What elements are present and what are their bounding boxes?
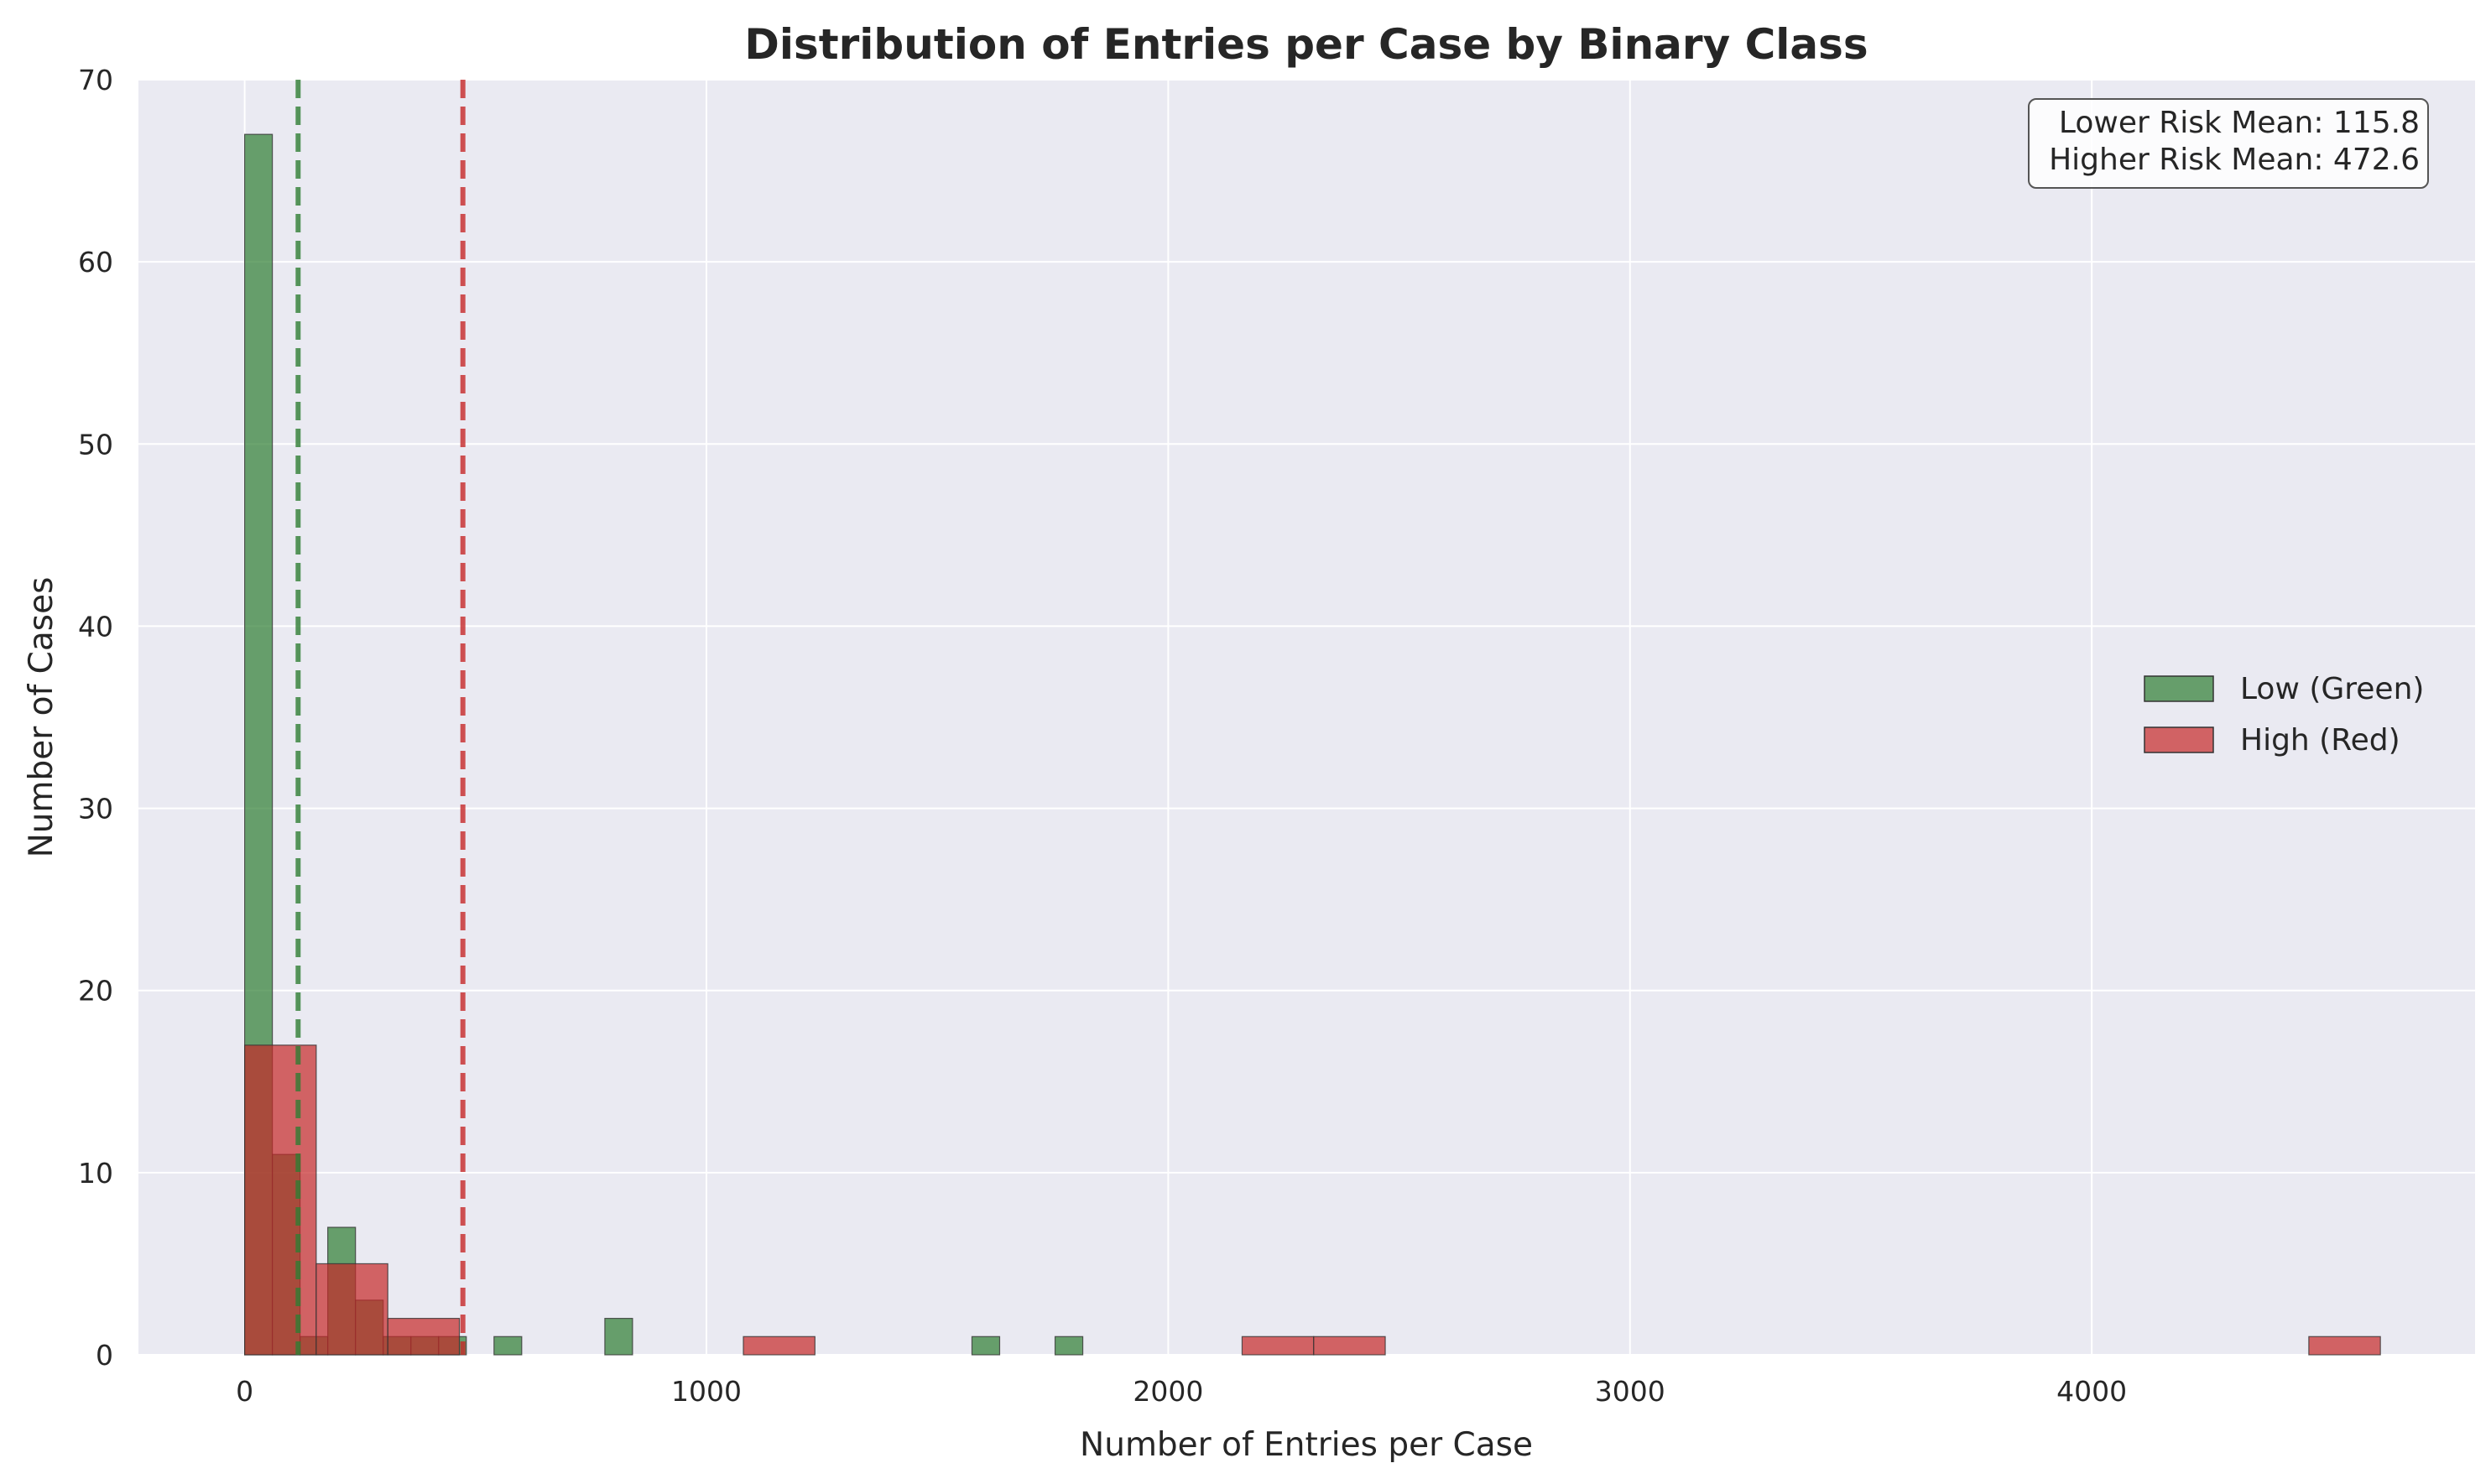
mean-annotation-box: Lower Risk Mean: 115.8 Higher Risk Mean:… <box>2028 98 2429 189</box>
y-axis-label: Number of Cases <box>23 577 60 858</box>
tick-labels: 0 10 20 30 40 50 60 70 0 1000 2000 3000 4000 <box>78 64 2127 1408</box>
y-tick-label: 40 <box>78 610 113 643</box>
bars <box>243 133 2381 1356</box>
y-tick-label: 10 <box>78 1157 113 1190</box>
x-tick-label: 4000 <box>2056 1375 2127 1408</box>
y-tick-label: 60 <box>78 246 113 279</box>
x-axis-label: Number of Entries per Case <box>1080 1426 1533 1464</box>
annotation-frame <box>2028 98 2429 189</box>
histogram-bar <box>1241 1336 1315 1356</box>
x-tick-label: 2000 <box>1133 1375 1203 1408</box>
annotation-line-low: Lower Risk Mean: 115.8 <box>2059 106 2420 140</box>
legend-label-high: High (Red) <box>2240 723 2400 758</box>
legend-label-low: Low (Green) <box>2240 672 2424 706</box>
histogram-bar <box>243 1044 317 1356</box>
histogram-bar <box>971 1336 1001 1356</box>
plot-area <box>138 80 2475 1355</box>
histogram-bar <box>387 1317 461 1356</box>
y-tick-label: 50 <box>78 428 113 461</box>
histogram-bar <box>315 1263 388 1356</box>
legend-swatch-high <box>2144 726 2214 753</box>
y-tick-label: 70 <box>78 64 113 96</box>
y-tick-label: 30 <box>78 793 113 825</box>
histogram-bar <box>2308 1336 2381 1356</box>
histogram-bar <box>1054 1336 1084 1356</box>
histogram-bar <box>1313 1336 1386 1356</box>
legend: Low (Green) High (Red) <box>2144 672 2424 758</box>
y-tick-label: 20 <box>78 975 113 1008</box>
annotation-line-high: Higher Risk Mean: 472.6 <box>2049 143 2420 177</box>
histogram-bar <box>604 1317 633 1356</box>
y-tick-label: 0 <box>96 1339 113 1372</box>
histogram-bar <box>743 1336 816 1356</box>
histogram-bar <box>493 1336 523 1356</box>
x-tick-label: 1000 <box>671 1375 742 1408</box>
series-high <box>243 1044 2381 1356</box>
mean-lines <box>295 80 466 1355</box>
x-tick-label: 3000 <box>1595 1375 1665 1408</box>
chart-title: Distribution of Entries per Case by Bina… <box>744 20 1868 69</box>
x-tick-label: 0 <box>236 1375 253 1408</box>
legend-swatch-low <box>2144 675 2214 702</box>
